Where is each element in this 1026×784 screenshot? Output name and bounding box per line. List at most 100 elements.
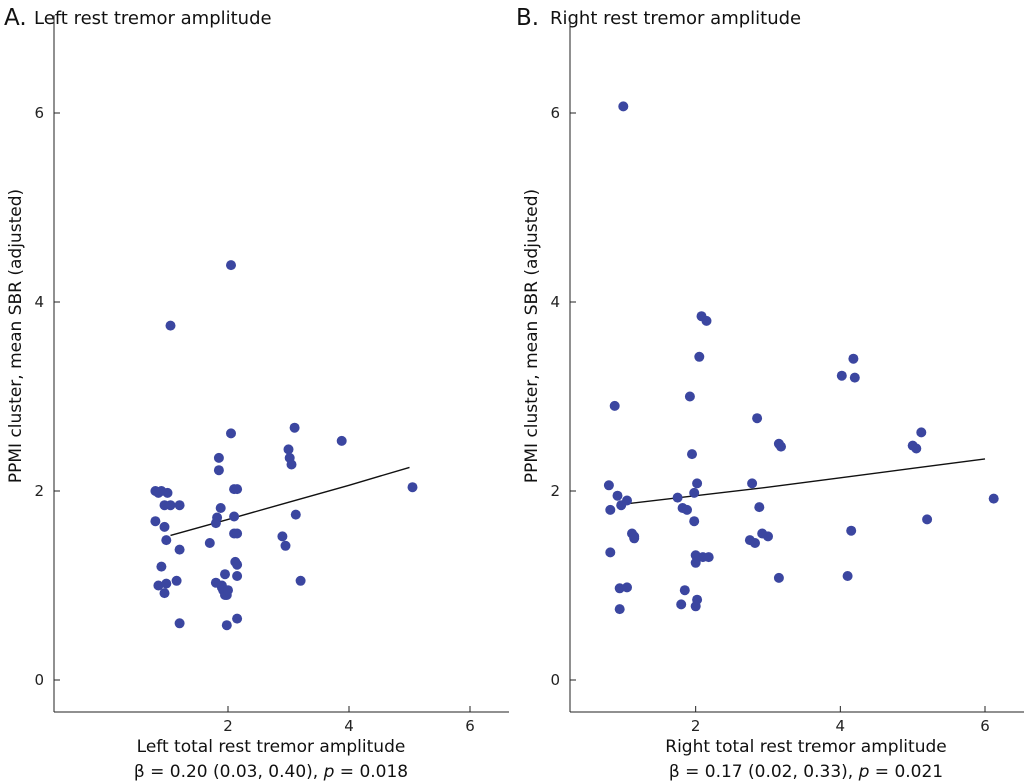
data-point (690, 557, 701, 568)
data-point (911, 443, 922, 454)
data-point (212, 512, 223, 523)
data-point (174, 500, 185, 511)
y-tick-label: 4 (34, 293, 44, 311)
data-point (846, 525, 857, 536)
data-point (150, 516, 161, 527)
panel-b: B. Right rest tremor amplitude PPMI clus… (516, 5, 1024, 782)
data-point (687, 449, 697, 460)
data-point (289, 422, 300, 433)
data-point (174, 618, 185, 629)
panel-a-title: Left rest tremor amplitude (34, 8, 272, 29)
panel-b-plot-area: 0 2 4 6 2 4 6 (550, 15, 1024, 735)
panel-b-beta: β = 0.17 (0.02, 0.33), (669, 762, 859, 782)
data-point (622, 582, 632, 593)
y-tick-label: 6 (550, 104, 560, 122)
data-point (692, 594, 703, 605)
data-point (407, 482, 418, 493)
data-point (612, 490, 623, 501)
data-point (165, 500, 176, 511)
data-point (295, 575, 306, 586)
data-point (283, 444, 294, 455)
data-point (215, 503, 226, 513)
data-point (922, 514, 933, 525)
data-point (689, 516, 700, 527)
data-point (213, 465, 224, 476)
data-point (226, 260, 236, 271)
data-point (277, 531, 288, 542)
data-point (836, 370, 847, 381)
data-point (605, 504, 616, 515)
panel-a-p-value: = 0.018 (334, 762, 408, 782)
data-point (752, 413, 763, 424)
data-point (692, 478, 703, 489)
x-tick-label: 6 (465, 717, 475, 735)
data-point (162, 487, 173, 498)
data-point (159, 521, 170, 532)
data-point (763, 531, 773, 542)
data-point (916, 427, 927, 438)
data-point (747, 478, 758, 489)
data-point (153, 580, 164, 591)
data-point (754, 502, 765, 513)
data-point (701, 315, 712, 326)
data-point (614, 604, 625, 615)
panel-b-title: Right rest tremor amplitude (550, 8, 801, 29)
x-tick-label: 2 (691, 717, 701, 735)
panel-b-p-value: = 0.021 (869, 762, 943, 782)
data-point (842, 571, 853, 581)
data-point (618, 101, 629, 112)
data-point (689, 487, 700, 498)
data-point (603, 480, 614, 491)
data-point (629, 531, 640, 542)
data-point (614, 583, 625, 594)
y-tick-label: 0 (550, 671, 560, 689)
panel-b-letter: B. (516, 5, 539, 31)
data-point (220, 569, 230, 580)
data-point (605, 547, 616, 558)
data-point (204, 538, 215, 548)
panel-b-x-axis-label: Right total rest tremor amplitude (665, 737, 946, 757)
data-point (223, 585, 233, 596)
data-point (676, 599, 687, 610)
data-point (174, 544, 185, 555)
data-point (694, 351, 705, 362)
data-point (232, 559, 243, 570)
data-point (280, 540, 291, 551)
data-point (229, 511, 240, 522)
y-tick-label: 2 (550, 482, 560, 500)
data-point (171, 575, 182, 586)
data-point (684, 391, 695, 402)
panel-a-beta: β = 0.20 (0.03, 0.40), (134, 762, 324, 782)
panel-a: A. Left rest tremor amplitude PPMI clust… (4, 5, 509, 782)
data-point (682, 504, 692, 515)
y-tick-label: 2 (34, 482, 44, 500)
panel-a-stat-text: β = 0.20 (0.03, 0.40), p = 0.018 (134, 762, 408, 782)
data-point (773, 572, 784, 583)
y-tick-label: 0 (34, 671, 44, 689)
data-point (672, 492, 683, 503)
data-point (232, 571, 243, 581)
data-point (232, 484, 243, 495)
x-tick-label: 2 (223, 717, 233, 735)
data-point (232, 528, 243, 539)
data-point (622, 495, 632, 506)
data-point (161, 535, 172, 546)
data-point (703, 552, 714, 563)
data-point (221, 620, 232, 631)
data-point (988, 493, 999, 504)
data-point (159, 588, 170, 599)
regression-line (170, 466, 410, 537)
panel-b-stat-text: β = 0.17 (0.02, 0.33), p = 0.021 (669, 762, 943, 782)
y-tick-label: 4 (550, 293, 560, 311)
data-point (849, 372, 860, 383)
data-point (848, 353, 859, 364)
panel-a-letter: A. (4, 5, 27, 31)
data-point (290, 509, 301, 520)
panel-b-y-axis-label: PPMI cluster, mean SBR (adjusted) (522, 189, 542, 483)
panel-a-plot-area: 0 2 4 6 2 4 6 (34, 15, 509, 735)
data-point (750, 538, 760, 548)
data-point (286, 459, 297, 470)
data-point (336, 435, 347, 446)
panel-a-x-axis-label: Left total rest tremor amplitude (137, 737, 406, 757)
x-tick-label: 4 (836, 717, 846, 735)
